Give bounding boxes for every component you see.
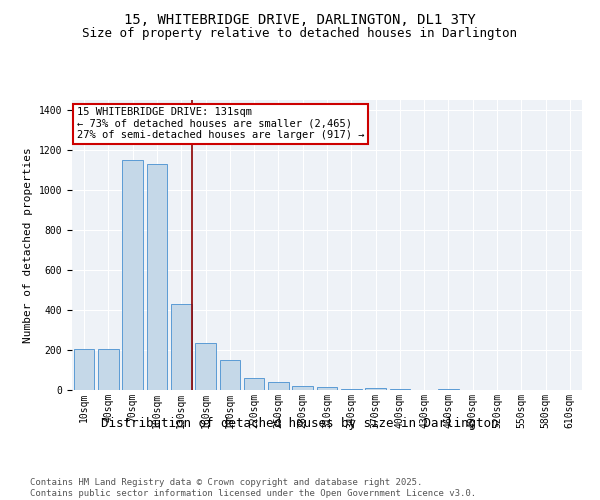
- Bar: [389, 389, 410, 390]
- Bar: [438, 389, 459, 390]
- Text: Size of property relative to detached houses in Darlington: Size of property relative to detached ho…: [83, 28, 517, 40]
- Bar: [317, 387, 337, 390]
- Bar: [122, 160, 143, 390]
- Text: Contains HM Land Registry data © Crown copyright and database right 2025.
Contai: Contains HM Land Registry data © Crown c…: [30, 478, 476, 498]
- Bar: [341, 389, 362, 390]
- Text: Distribution of detached houses by size in Darlington: Distribution of detached houses by size …: [101, 418, 499, 430]
- Bar: [365, 388, 386, 390]
- Bar: [220, 360, 240, 390]
- Bar: [146, 164, 167, 390]
- Y-axis label: Number of detached properties: Number of detached properties: [23, 147, 33, 343]
- Bar: [74, 349, 94, 390]
- Text: 15, WHITEBRIDGE DRIVE, DARLINGTON, DL1 3TY: 15, WHITEBRIDGE DRIVE, DARLINGTON, DL1 3…: [124, 12, 476, 26]
- Bar: [268, 382, 289, 390]
- Bar: [98, 349, 119, 390]
- Bar: [171, 304, 191, 390]
- Bar: [244, 378, 265, 390]
- Text: 15 WHITEBRIDGE DRIVE: 131sqm
← 73% of detached houses are smaller (2,465)
27% of: 15 WHITEBRIDGE DRIVE: 131sqm ← 73% of de…: [77, 108, 365, 140]
- Bar: [292, 386, 313, 390]
- Bar: [195, 343, 216, 390]
